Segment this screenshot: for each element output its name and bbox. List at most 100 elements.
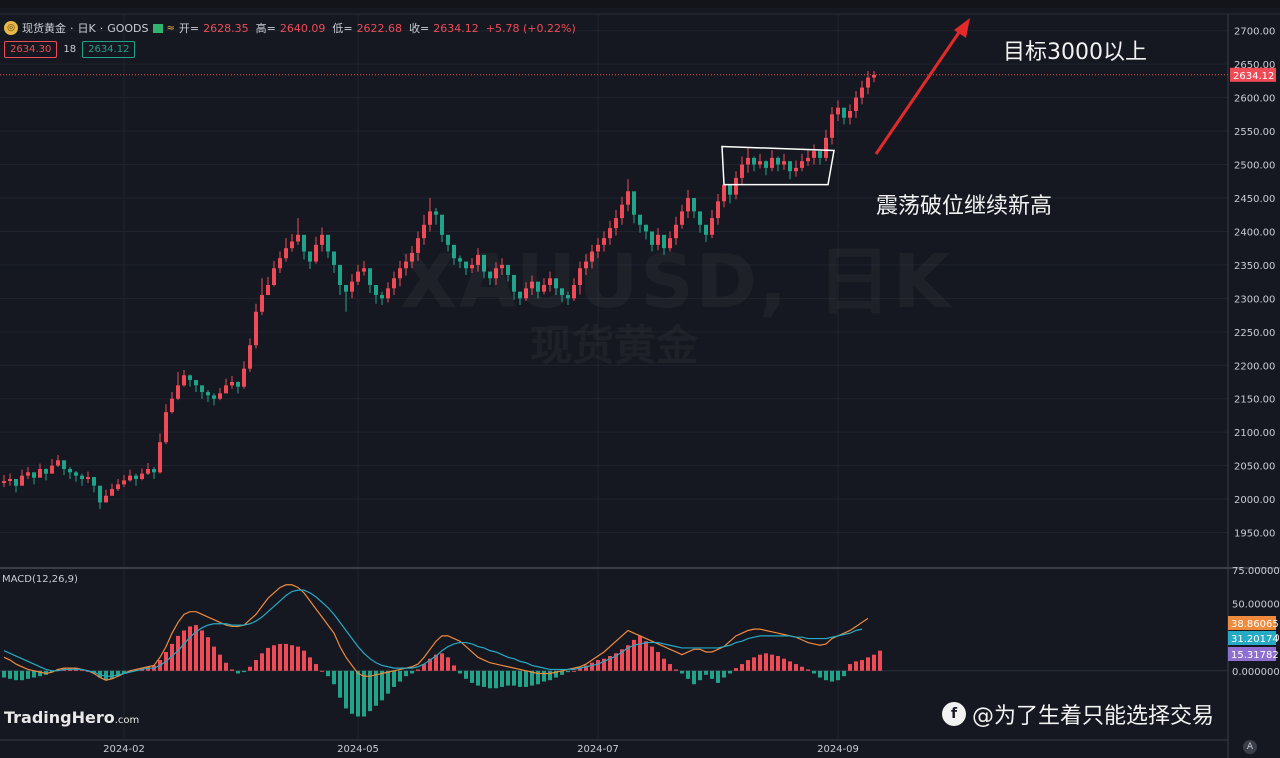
macd-histogram-bar [200, 630, 204, 671]
macd-histogram-bar [662, 658, 666, 671]
candle-body [476, 254, 480, 265]
macd-histogram-bar [260, 653, 264, 671]
candle-body [842, 107, 846, 118]
candle-body [692, 198, 696, 212]
candle-body [392, 278, 396, 289]
candle-body [428, 211, 432, 225]
auto-scale-button[interactable]: A [1243, 740, 1257, 754]
candle-body [740, 164, 744, 178]
candle-body [746, 157, 750, 165]
candle-body [20, 475, 24, 486]
candle-body [542, 284, 546, 292]
macd-histogram-bar [146, 666, 150, 671]
macd-histogram-bar [824, 670, 828, 681]
macd-histogram-bar [764, 653, 768, 671]
candle-body [278, 258, 282, 269]
y-tick-label: 2000.00 [1234, 495, 1275, 506]
candle-body [128, 475, 132, 481]
candle-body [326, 234, 330, 252]
interval-label[interactable]: 日K [77, 22, 96, 35]
macd-histogram-bar [242, 670, 246, 673]
macd-histogram-bar [530, 670, 534, 686]
macd-histogram-bar [518, 670, 522, 687]
spread-value: 18 [63, 44, 77, 55]
candle-body [50, 465, 54, 474]
low-label: 低= [332, 22, 353, 35]
candle-body [788, 161, 792, 172]
candle-body [590, 251, 594, 262]
macd-histogram-bar [830, 670, 834, 682]
macd-histogram-bar [314, 664, 318, 671]
candle-body [248, 345, 252, 369]
high-label: 高= [255, 22, 276, 35]
candle-body [182, 375, 186, 386]
target-annotation: 目标3000以上 [1003, 40, 1147, 65]
candle-body [650, 231, 654, 245]
y-tick-label: 2350.00 [1234, 261, 1275, 272]
candle-body [410, 252, 414, 262]
macd-histogram-bar [782, 658, 786, 671]
macd-histogram-bar [494, 670, 498, 689]
candle-body [356, 271, 360, 282]
ask-badge[interactable]: 2634.12 [82, 41, 136, 58]
candle-body [722, 184, 726, 202]
macd-histogram-bar [56, 669, 60, 671]
flag-icon[interactable] [152, 23, 163, 33]
macd-histogram-bar [734, 668, 738, 671]
macd-histogram-bar [566, 670, 570, 673]
macd-histogram-bar [470, 670, 474, 683]
brand-logo: TradingHero.com [4, 708, 139, 727]
candle-body [794, 167, 798, 172]
macd-histogram-bar [302, 650, 306, 671]
candle-body [176, 385, 180, 399]
macd-histogram-bar [596, 660, 600, 671]
candle-body [872, 74, 876, 78]
y-tick-label: 2050.00 [1234, 462, 1275, 473]
bid-badge[interactable]: 2634.30 [4, 41, 58, 58]
macd-histogram-bar [866, 657, 870, 671]
candle-body [212, 395, 216, 399]
macd-indicator-label[interactable]: MACD(12,26,9) [2, 574, 78, 585]
candle-body [734, 177, 738, 195]
y-tick-label: 2700.00 [1234, 27, 1275, 38]
macd-histogram-bar [644, 641, 648, 671]
macd-hist-value-tag [1228, 647, 1276, 661]
candle-body [728, 184, 732, 195]
macd-histogram-bar [404, 670, 408, 677]
candle-body [638, 214, 642, 225]
candle-body [56, 460, 60, 466]
candle-body [866, 77, 870, 88]
candle-body [236, 382, 240, 387]
candle-body [398, 268, 402, 279]
candle-body [626, 191, 630, 205]
macd-histogram-bar [650, 646, 654, 671]
candle-body [170, 398, 174, 413]
candle-body [680, 211, 684, 225]
macd-histogram-bar [212, 646, 216, 671]
consolidation-box [721, 145, 835, 186]
candle-body [254, 311, 258, 346]
x-tick-label: 2024-05 [337, 744, 379, 755]
low-value: 2622.68 [356, 21, 403, 35]
macd-histogram-bar [116, 670, 120, 677]
symbol-name[interactable]: 现货黄金 [22, 22, 66, 35]
candle-body [686, 198, 690, 212]
macd-histogram-bar [794, 664, 798, 671]
candle-body [464, 261, 468, 269]
candle-body [140, 473, 144, 480]
candle-body [338, 264, 342, 285]
macd-histogram-bar [458, 670, 462, 674]
x-tick-label: 2024-02 [103, 744, 145, 755]
macd-histogram-bar [410, 670, 414, 674]
candle-body [836, 107, 840, 115]
x-tick-label: 2024-07 [577, 744, 619, 755]
candle-body [764, 161, 768, 168]
macd-histogram-bar [248, 666, 252, 671]
macd-histogram-bar [80, 669, 84, 671]
candle-body [218, 393, 222, 399]
x-tick-label: 2024-09 [817, 744, 859, 755]
macd-histogram-bar [332, 670, 336, 685]
macd-histogram-bar [638, 635, 642, 671]
macd-histogram-bar [374, 670, 378, 706]
